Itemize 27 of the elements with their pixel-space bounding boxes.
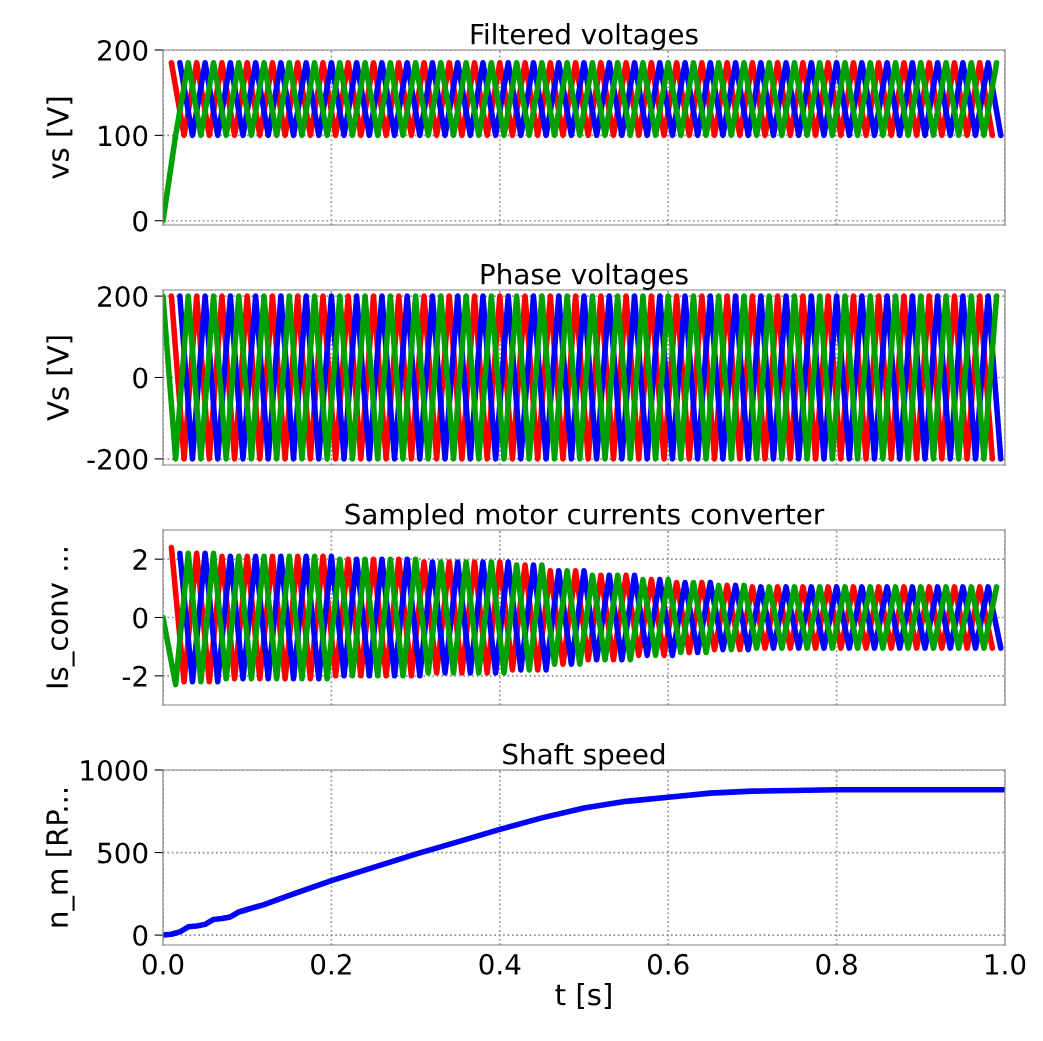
y-tick-label: -2 <box>122 665 147 687</box>
x-tick-label: 0.6 <box>647 953 689 975</box>
x-tick-label: 0.2 <box>311 953 351 975</box>
x-tick-label: 1.0 <box>985 953 1026 975</box>
chart-title: Filtered voltages <box>471 23 698 50</box>
y-tick-label: -200 <box>87 448 148 470</box>
chart-title: Phase voltages <box>481 263 688 290</box>
y-tick-label: 0 <box>133 367 148 389</box>
y-tick-label: 0 <box>133 925 148 947</box>
x-tick-label: 0.4 <box>479 953 521 975</box>
x-tick-label: 0.0 <box>142 953 184 975</box>
y-axis-title: vs [V] <box>46 97 73 179</box>
y-tick-label: 200 <box>98 39 148 61</box>
y-tick-label: 200 <box>98 286 148 308</box>
y-tick-label: 2 <box>133 549 147 570</box>
y-tick-label: 500 <box>98 842 148 864</box>
y-axis-title: Vs [V] <box>46 336 73 421</box>
y-axis-title: n_m [RP... <box>45 789 75 927</box>
chart-title: Sampled motor currents converter <box>345 503 825 530</box>
x-tick-label: 0.8 <box>816 953 857 975</box>
y-tick-label: 100 <box>99 125 148 147</box>
y-tick-label: 1000 <box>81 759 148 781</box>
y-tick-label: 0 <box>133 607 148 629</box>
chart-title: Shaft speed <box>503 743 665 770</box>
y-tick-label: 0 <box>133 210 148 232</box>
y-axis-title: Is_conv ... <box>46 548 75 688</box>
x-axis-title: t [s] <box>555 982 611 1009</box>
